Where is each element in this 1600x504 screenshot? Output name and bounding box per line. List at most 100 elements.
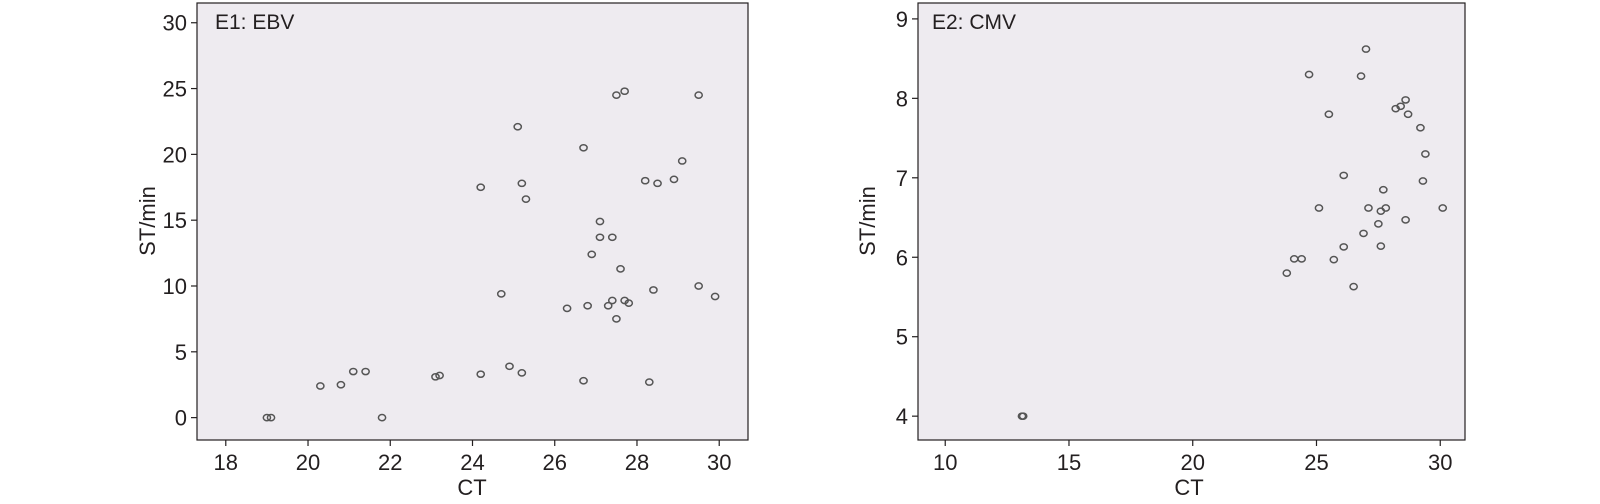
data-point (1304, 70, 1314, 79)
data-point (1339, 243, 1349, 251)
points-e1 (262, 87, 720, 422)
data-point (1378, 185, 1388, 194)
data-point (1401, 216, 1410, 224)
data-point (1329, 255, 1339, 264)
data-point (496, 290, 506, 298)
data-point (595, 217, 605, 226)
data-point (1374, 220, 1383, 228)
data-point (1403, 110, 1413, 119)
data-point (513, 122, 523, 131)
data-point (377, 413, 387, 422)
data-point (1297, 254, 1306, 263)
data-point (607, 296, 617, 305)
data-point (562, 304, 572, 313)
x-tick-label: 22 (378, 450, 402, 475)
data-point (612, 315, 621, 323)
data-point (348, 367, 358, 376)
x-ticks-e2: 10 15 20 25 30 (933, 440, 1452, 475)
data-point (1438, 204, 1448, 212)
panel-title-e2: E2: CMV (932, 11, 1016, 34)
y-tick-label: 5 (175, 340, 187, 365)
data-point (1018, 412, 1028, 421)
data-point (1361, 45, 1371, 53)
data-point (694, 282, 704, 290)
data-point (640, 176, 650, 185)
points-e2 (1017, 45, 1448, 421)
data-point (653, 179, 662, 188)
y-tick-label: 5 (896, 325, 908, 350)
y-tick-label: 15 (163, 208, 187, 233)
data-point (607, 233, 617, 242)
data-point (694, 91, 704, 99)
data-point (435, 371, 444, 380)
data-point (1416, 123, 1425, 132)
data-point (1401, 96, 1410, 104)
y-tick-label: 7 (896, 166, 908, 191)
data-point (616, 265, 625, 273)
y-tick-label: 20 (163, 142, 187, 167)
x-tick-label: 25 (1304, 450, 1328, 475)
x-tick-label: 15 (1057, 450, 1081, 475)
x-tick-label: 10 (933, 450, 957, 475)
x-tick-label: 28 (625, 450, 649, 475)
data-point (1359, 229, 1368, 238)
data-point (1364, 204, 1373, 212)
data-point (266, 413, 276, 422)
y-tick-label: 8 (896, 86, 908, 111)
data-point (624, 299, 634, 307)
data-point (579, 143, 588, 152)
x-tick-label: 30 (1428, 450, 1452, 475)
x-tick-label: 30 (707, 450, 731, 475)
data-point (587, 250, 597, 259)
data-point (517, 179, 527, 188)
y-tick-label: 6 (896, 245, 908, 270)
data-point (669, 175, 679, 184)
x-tick-label: 24 (460, 450, 484, 475)
data-point (579, 376, 588, 385)
data-point (1314, 204, 1324, 212)
data-point (620, 87, 629, 96)
y-tick-label: 25 (163, 77, 187, 102)
data-point (316, 382, 325, 390)
data-point (1349, 282, 1358, 291)
y-tick-label: 9 (896, 7, 908, 32)
data-point (612, 91, 621, 99)
panel-e1-ebv: E1: EBV CT ST/min 18 20 22 24 26 28 30 0 5 10 15 2… (135, 2, 749, 500)
data-point (1282, 269, 1292, 277)
data-point (521, 195, 531, 203)
data-point (505, 362, 514, 371)
y-tick-label: 10 (163, 274, 187, 299)
y-axis-title-e1: ST/min (135, 186, 160, 256)
y-tick-label: 0 (175, 406, 187, 431)
data-point (1418, 177, 1428, 185)
x-tick-label: 20 (1180, 450, 1204, 475)
x-tick-label: 18 (214, 450, 238, 475)
data-point (595, 233, 605, 242)
data-point (1376, 242, 1386, 250)
panel-e2-cmv: E2: CMV CT ST/min 10 15 20 25 30 4 5 6 7 8 9 (855, 2, 1466, 500)
plot-area-e1 (196, 2, 749, 441)
x-axis-title-e1: CT (457, 475, 486, 500)
data-point (476, 370, 486, 379)
data-point (1324, 110, 1334, 119)
data-point (649, 286, 658, 294)
data-point (476, 183, 486, 192)
data-point (1339, 171, 1349, 180)
y-ticks-e1: 0 5 10 15 20 25 30 (163, 11, 197, 431)
y-tick-label: 30 (163, 11, 187, 36)
data-point (1396, 102, 1405, 111)
data-point (361, 367, 370, 376)
data-point (1381, 204, 1391, 212)
data-point (677, 157, 687, 165)
data-point (603, 301, 613, 310)
x-axis-title-e2: CT (1174, 475, 1203, 500)
x-tick-label: 20 (296, 450, 320, 475)
data-point (583, 301, 592, 310)
y-axis-title-e2: ST/min (855, 186, 880, 256)
data-point (431, 372, 440, 381)
x-tick-label: 26 (542, 450, 566, 475)
data-point (1421, 150, 1430, 158)
y-tick-label: 4 (896, 404, 908, 429)
data-point (710, 292, 720, 301)
